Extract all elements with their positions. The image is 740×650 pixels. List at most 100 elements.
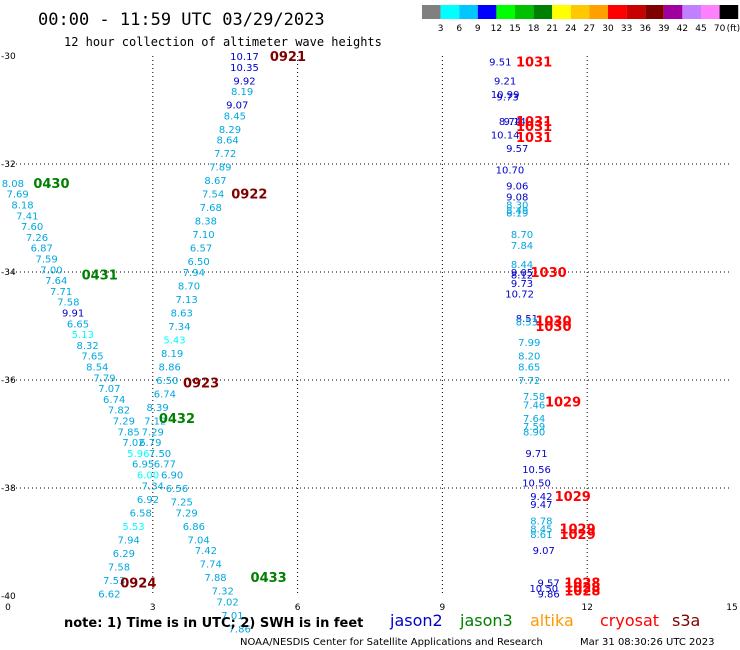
- wave-height-label: 7.41: [16, 211, 38, 222]
- legend-swatch: [589, 5, 608, 19]
- wave-height-label: 10.35: [230, 63, 259, 74]
- legend-tick-label: 21: [546, 24, 557, 34]
- wave-height-label: 7.89: [209, 163, 231, 174]
- wave-height-label: 10.99: [491, 90, 520, 101]
- pass-label: 0921: [270, 50, 306, 65]
- wave-height-label: 7.64: [45, 276, 67, 287]
- wave-height-label: 9.57: [537, 579, 559, 590]
- wave-height-label: 8.20: [518, 352, 540, 363]
- legend-tick-label: 15: [509, 24, 520, 34]
- legend-swatch: [570, 5, 590, 19]
- pass-label: 1031: [516, 120, 552, 135]
- legend-tick-label: 12: [491, 24, 502, 34]
- note-text: note: 1) Time is in UTC; 2) SWH is in fe…: [64, 616, 363, 631]
- wave-height-label: 9.05: [511, 268, 533, 279]
- wave-height-label: 9.91: [62, 309, 84, 320]
- wave-height-label: 7.82: [108, 406, 130, 417]
- x-tick-label: 6: [295, 603, 301, 613]
- legend-tick-label: 9: [475, 24, 481, 34]
- pass-label: 0923: [183, 377, 219, 392]
- wave-height-label: 5.43: [163, 336, 185, 347]
- wave-height-label: 8.65: [518, 363, 540, 374]
- x-tick-label: 0: [5, 603, 11, 613]
- wave-height-label: 6.77: [154, 460, 176, 471]
- wave-height-label: 7.50: [149, 449, 171, 460]
- wave-height-label: 6.79: [139, 438, 161, 449]
- page-title: 00:00 - 11:59 UTC 03/29/2023: [38, 10, 325, 30]
- wave-height-label: 9.73: [496, 93, 518, 104]
- satellite-legend-cryosat: cryosat: [600, 611, 659, 630]
- wave-height-label: 8.74: [499, 117, 521, 128]
- satellite-legend: jason2 jason3 altika cryosat s3a: [389, 611, 700, 630]
- wave-height-label: 7.00: [40, 265, 62, 276]
- wave-height-label: 9.86: [537, 589, 559, 600]
- wave-height-label: 7.68: [200, 203, 222, 214]
- wave-height-label: 8.90: [523, 427, 545, 438]
- wave-height-label: 7.46: [523, 400, 545, 411]
- wave-height-label: 8.30: [506, 201, 528, 212]
- wave-height-label: 8.53: [516, 318, 538, 329]
- wave-height-label: 7.34: [168, 322, 190, 333]
- pass-label: 1031: [516, 55, 552, 70]
- legend-tick-label: 33: [621, 24, 632, 34]
- wave-height-label: 7.58: [57, 298, 79, 309]
- wave-height-label: 6.62: [98, 589, 120, 600]
- wave-height-label: 7.53: [103, 576, 125, 587]
- wave-height-label: 9.21: [494, 76, 516, 87]
- wave-height-label: 5.53: [122, 522, 144, 533]
- wave-height-label: 7.10: [192, 230, 214, 241]
- legend-swatch: [533, 5, 553, 19]
- satellite-legend-jason2: jason2: [389, 611, 443, 630]
- wave-height-label: 8.64: [216, 136, 238, 147]
- legend-swatch: [663, 5, 683, 19]
- wave-height-label: 7.29: [175, 508, 197, 519]
- wave-height-label: 7.59: [523, 422, 545, 433]
- legend-swatch: [477, 5, 497, 19]
- wave-height-label: 7.79: [93, 373, 115, 384]
- pass-label: 0431: [82, 269, 118, 284]
- wave-height-label: 8.29: [219, 125, 241, 136]
- page-subtitle: 12 hour collection of altimeter wave hei…: [64, 35, 382, 49]
- wave-height-label: 10.50: [522, 479, 551, 490]
- wave-height-label: 8.78: [530, 516, 552, 527]
- wave-height-label: 7.86: [229, 624, 251, 635]
- legend-unit-label: (ft): [727, 24, 740, 34]
- wave-height-label: 9.07: [226, 101, 248, 112]
- y-tick-label: -36: [1, 376, 16, 386]
- wave-height-label: 6.65: [67, 319, 89, 330]
- wave-height-label: 7.99: [518, 338, 540, 349]
- wave-height-label: 8.38: [195, 217, 217, 228]
- legend-swatch: [440, 5, 460, 19]
- wave-height-label: 7.29: [113, 417, 135, 428]
- legend-swatch: [459, 5, 478, 19]
- wave-height-label: 7.25: [171, 498, 193, 509]
- wave-height-label: 9.57: [506, 144, 528, 155]
- wave-height-label: 7.04: [188, 535, 210, 546]
- wave-height-label: 7.58: [108, 562, 130, 573]
- wave-height-label: 10.70: [496, 165, 525, 176]
- x-tick-label: 15: [726, 603, 737, 613]
- wave-height-label: 9.42: [530, 492, 552, 503]
- wave-height-label: 9.07: [533, 546, 555, 557]
- wave-height-label: 8.45: [224, 111, 246, 122]
- wave-height-label: 9.47: [530, 500, 552, 511]
- wave-height-label: 6.58: [130, 508, 152, 519]
- x-tick-label: 12: [581, 603, 592, 613]
- legend-swatch: [626, 5, 646, 19]
- legend-tick-label: 30: [602, 24, 614, 34]
- wave-height-label: 7.13: [175, 295, 197, 306]
- wave-height-label: 7.72: [214, 149, 236, 160]
- wave-height-label: 6.87: [31, 244, 53, 255]
- wave-height-label: 7.60: [21, 222, 43, 233]
- wave-height-label: 9.14: [504, 117, 526, 128]
- wave-height-label: 8.18: [11, 201, 33, 212]
- wave-height-label: 8.45: [530, 525, 552, 536]
- pass-label: 1029: [545, 396, 581, 411]
- wave-height-label: 6.86: [183, 522, 205, 533]
- wave-height-label: 7.59: [35, 255, 57, 266]
- wave-height-label: 8.12: [511, 271, 533, 282]
- wave-height-label: 7.58: [523, 392, 545, 403]
- wave-height-label: 6.90: [161, 471, 183, 482]
- wave-height-label: 8.32: [77, 341, 99, 352]
- wave-height-label: 8.70: [511, 230, 533, 241]
